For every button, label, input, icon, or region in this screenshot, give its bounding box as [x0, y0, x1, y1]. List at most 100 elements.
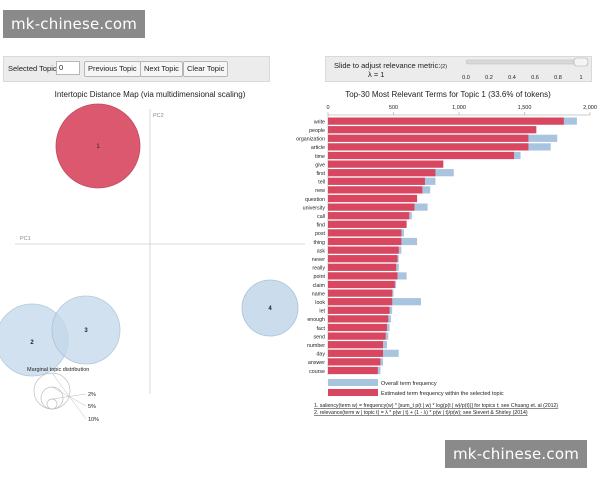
- term-label-call[interactable]: call: [317, 214, 325, 220]
- legend-label-overall: Overall term frequency: [381, 381, 437, 387]
- term-label-really[interactable]: really: [312, 266, 325, 272]
- term-label-ask[interactable]: ask: [317, 248, 326, 254]
- term-label-organization[interactable]: organization: [296, 137, 325, 143]
- marginal-label-10pct: 10%: [88, 417, 99, 423]
- footnote-relevance[interactable]: 2. relevance(term w | topic t) = λ * p(w…: [314, 410, 528, 416]
- term-label-course[interactable]: course: [309, 369, 325, 375]
- term-label-write[interactable]: write: [314, 119, 325, 125]
- term-label-name[interactable]: name: [312, 291, 325, 297]
- bar-estimated-call[interactable]: [328, 212, 410, 220]
- term-label-question[interactable]: question: [305, 197, 325, 203]
- bar-estimated-never[interactable]: [328, 255, 398, 263]
- footnote-saliency[interactable]: 1. saliency(term w) = frequency(w) * [su…: [314, 403, 558, 409]
- term-label-enough[interactable]: enough: [307, 317, 325, 323]
- topic-bubble-1[interactable]: [55, 103, 141, 189]
- bar-estimated-question[interactable]: [328, 194, 418, 203]
- slider-tick-label: 0.0: [462, 75, 470, 81]
- bar-estimated-first[interactable]: [328, 169, 436, 177]
- term-label-look[interactable]: look: [315, 300, 325, 306]
- topic-label-3: 3: [84, 328, 88, 334]
- relevance-slider[interactable]: 0.0 0.2 0.4 0.6 0.8 1: [326, 57, 591, 81]
- bar-estimated-write[interactable]: [328, 117, 564, 125]
- term-label-university[interactable]: university: [303, 205, 326, 211]
- bar-estimated-article[interactable]: [328, 143, 529, 151]
- bar-estimated-name[interactable]: [328, 289, 393, 297]
- bar-estimated-let[interactable]: [328, 306, 390, 314]
- bar-estimated-course[interactable]: [328, 366, 378, 375]
- marginal-leader-2: [51, 386, 87, 407]
- bar-estimated-ask[interactable]: [328, 246, 399, 254]
- bar-estimated-send[interactable]: [328, 332, 386, 340]
- term-label-day[interactable]: day: [316, 352, 325, 358]
- topic-label-4: 4: [268, 306, 272, 312]
- term-label-never[interactable]: never: [312, 257, 325, 263]
- slider-tick-label: 0.4: [508, 75, 516, 81]
- x-tick-label: 2,000: [583, 105, 597, 111]
- marginal-circle-small: [46, 398, 58, 410]
- next-topic-button[interactable]: Next Topic: [140, 61, 183, 77]
- pc1-label: PC1: [20, 236, 31, 242]
- term-label-let[interactable]: let: [319, 309, 325, 315]
- bar-estimated-number[interactable]: [328, 341, 384, 349]
- bar-estimated-time[interactable]: [328, 151, 515, 160]
- term-label-tell[interactable]: tell: [318, 180, 325, 186]
- bar-estimated-really[interactable]: [328, 263, 397, 271]
- term-label-thing[interactable]: thing: [314, 240, 326, 246]
- slider-handle[interactable]: [573, 57, 589, 67]
- selected-topic-input[interactable]: 0: [56, 61, 80, 75]
- bar-estimated-tell[interactable]: [328, 177, 425, 185]
- legend-label-estimated: Estimated term frequency within the sele…: [381, 391, 504, 397]
- topic-label-1: 1: [96, 144, 100, 150]
- term-label-fact[interactable]: fact: [316, 326, 325, 332]
- bar-estimated-new[interactable]: [328, 186, 423, 194]
- bar-estimated-fact[interactable]: [328, 323, 387, 332]
- bar-estimated-claim[interactable]: [328, 280, 395, 289]
- term-label-send[interactable]: send: [314, 334, 326, 340]
- marginal-circle-large: [33, 372, 71, 410]
- bar-estimated-answer[interactable]: [328, 358, 381, 366]
- term-label-post[interactable]: post: [315, 231, 326, 237]
- slider-tick-label: 0.2: [485, 75, 493, 81]
- term-label-give[interactable]: give: [315, 162, 325, 168]
- marginal-title: Marginal topic distribution: [27, 367, 89, 373]
- lambda-value: λ = 1: [368, 70, 385, 79]
- bar-estimated-find[interactable]: [328, 220, 407, 228]
- watermark-top: mk-chinese.com: [3, 10, 146, 38]
- term-label-number[interactable]: number: [307, 343, 325, 349]
- bar-estimated-point[interactable]: [328, 272, 398, 280]
- term-label-article[interactable]: article: [311, 145, 325, 151]
- topic-controls: Selected Topic: 0 Previous Topic Next To…: [3, 56, 270, 82]
- slider-tick-label: 0.8: [554, 75, 562, 81]
- term-label-claim[interactable]: claim: [313, 283, 326, 289]
- term-label-first[interactable]: first: [316, 171, 325, 177]
- bar-estimated-people[interactable]: [328, 126, 537, 134]
- bar-estimated-thing[interactable]: [328, 237, 402, 246]
- pc2-label: PC2: [153, 113, 164, 119]
- marginal-leader-3: [51, 372, 87, 420]
- bar-estimated-day[interactable]: [328, 349, 384, 357]
- chart-title: Top-30 Most Relevant Terms for Topic 1 (…: [345, 90, 551, 99]
- term-label-new[interactable]: new: [315, 188, 325, 194]
- slider-track[interactable]: [465, 59, 582, 65]
- x-tick-label: 1,500: [518, 105, 532, 111]
- topic-label-2: 2: [30, 340, 34, 346]
- bar-estimated-enough[interactable]: [328, 315, 389, 323]
- bar-estimated-university[interactable]: [328, 203, 415, 211]
- term-label-find[interactable]: find: [316, 223, 325, 229]
- legend-swatch-overall: [328, 379, 378, 386]
- watermark-bottom: mk-chinese.com: [445, 440, 588, 468]
- previous-topic-button[interactable]: Previous Topic: [84, 61, 141, 77]
- term-label-answer[interactable]: answer: [308, 360, 325, 366]
- bar-estimated-give[interactable]: [328, 160, 444, 168]
- relevant-terms-chart: Top-30 Most Relevant Terms for Topic 1 (…: [296, 90, 597, 416]
- topic-bubble-3[interactable]: [51, 295, 121, 365]
- bar-estimated-organization[interactable]: [328, 134, 529, 142]
- clear-topic-button[interactable]: Clear Topic: [183, 61, 229, 77]
- bar-estimated-post[interactable]: [328, 229, 402, 237]
- term-label-point[interactable]: point: [314, 274, 326, 280]
- term-label-people[interactable]: people: [309, 128, 325, 134]
- intertopic-map: Intertopic Distance Map (via multidimens…: [0, 90, 305, 423]
- bar-estimated-look[interactable]: [328, 298, 393, 306]
- term-label-time[interactable]: time: [315, 154, 325, 160]
- topic-bubble-4[interactable]: [241, 279, 299, 337]
